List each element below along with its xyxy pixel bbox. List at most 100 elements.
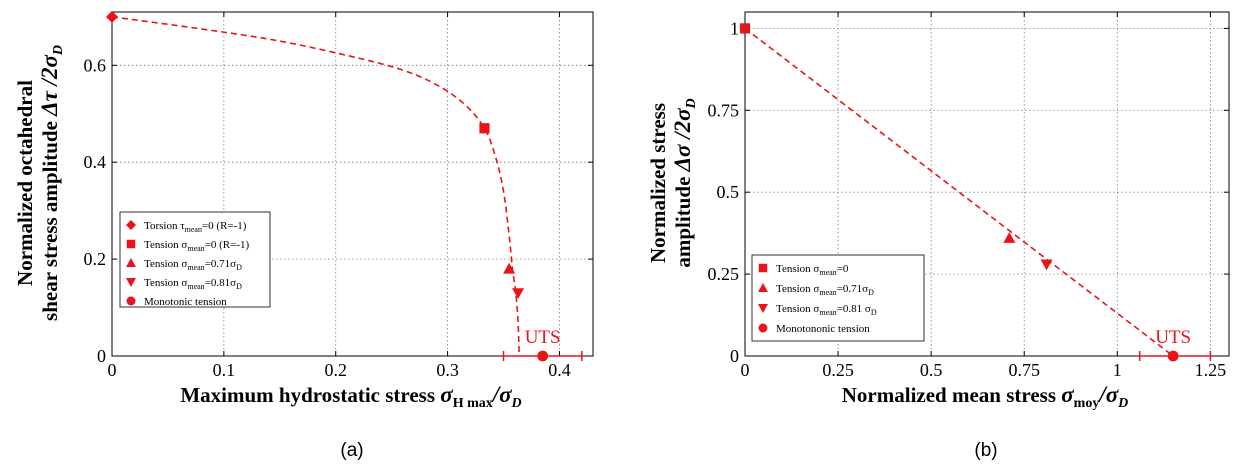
y-tick-label: 0.75 <box>708 100 740 120</box>
legend-box <box>119 211 271 308</box>
y-axis-label-line1: Normalized stress <box>646 103 670 263</box>
legend-entry-text: =0.71σ <box>837 283 868 295</box>
x-axis-label-sub: H max <box>453 396 493 411</box>
legend-entry: Tension σmean=0.81 σD <box>776 303 877 317</box>
legend-entry: Monotonic tension <box>144 296 227 308</box>
y-axis-label-text: amplitude <box>671 171 695 267</box>
legend-entry-sub: mean <box>819 288 836 297</box>
y-tick-label: 0.6 <box>84 55 107 75</box>
legend-entry-text: =0.71σ <box>205 258 236 270</box>
legend-entry: Tension σmean=0.81σD <box>144 277 242 291</box>
legend-box <box>751 254 925 342</box>
y-axis-label-line2: amplitude Δσ /2σD <box>670 98 699 267</box>
x-axis-label-symbol: σ <box>1061 382 1074 407</box>
x-tick-label: 0.3 <box>436 360 459 380</box>
legend-marker-circle <box>758 323 768 333</box>
x-tick-label: 0.4 <box>548 360 571 380</box>
x-tick-label: 0.5 <box>920 360 943 380</box>
data-point-circle <box>537 350 549 362</box>
y-axis-label-line2: shear stress amplitude Δτ /2σD <box>37 45 66 321</box>
legend-entry-text: Tension σ <box>776 283 819 295</box>
y-axis-label-symbol: Δσ /2σ <box>670 108 695 172</box>
legend-marker-square <box>126 239 136 249</box>
uts-label: UTS <box>525 327 561 348</box>
y-axis-label: Normalized octahedral shear stress amplit… <box>13 45 66 321</box>
legend-entry: Tension σmean=0.71σD <box>144 258 242 272</box>
legend-entry: Monotononic tension <box>776 323 870 335</box>
legend-marker-triangle-up <box>758 283 768 292</box>
y-axis-label-sub: D <box>684 98 699 109</box>
legend-entry-sub: D <box>868 288 874 297</box>
x-tick-label: 1 <box>1113 360 1122 380</box>
legend-entry-sub: D <box>236 282 242 291</box>
data-point-square <box>739 23 751 34</box>
data-point-triangle-down <box>1040 259 1053 271</box>
legend-entry-sub: mean <box>187 263 204 272</box>
legend-marker-triangle-down <box>126 278 136 287</box>
legend-marker-triangle-up <box>126 258 136 267</box>
plot-frame <box>111 11 594 357</box>
x-tick-label: 0.2 <box>324 360 347 380</box>
legend-entry-text: Monotononic tension <box>776 323 870 335</box>
y-axis-label-text: shear stress amplitude <box>38 116 62 321</box>
y-tick-label: 0.2 <box>84 249 107 269</box>
uts-label: UTS <box>1155 327 1191 348</box>
legend-marker-diamond <box>126 220 136 230</box>
x-axis-label-text: Normalized mean stress <box>842 383 1062 407</box>
legend-entry-text: =0.81σ <box>205 277 236 289</box>
x-axis-label: Maximum hydrostatic stress σH max/σD <box>180 382 521 411</box>
data-point-triangle-up <box>1003 232 1016 243</box>
panel-caption: (a) <box>340 440 363 461</box>
legend-entry-sub: mean <box>187 282 204 291</box>
data-point-triangle-up <box>503 262 516 274</box>
x-tick-label: 0 <box>741 360 750 380</box>
data-point-diamond <box>106 10 118 23</box>
legend-entry-text: =0 (R=-1) <box>202 220 247 232</box>
y-tick-label: 0 <box>97 346 106 366</box>
legend-entry-sub: D <box>871 308 877 317</box>
plot-frame <box>744 11 1230 357</box>
y-tick-label: 0.4 <box>84 152 107 172</box>
legend-entry-text: =0.81 σ <box>837 303 871 315</box>
legend-entry-text: Torsion τ <box>144 220 185 232</box>
x-tick-label: 1.25 <box>1195 360 1227 380</box>
data-point-circle <box>1167 350 1179 362</box>
legend-marker-square <box>758 263 768 273</box>
legend-entry-text: =0 <box>837 263 849 275</box>
legend-entry-text: Tension σ <box>776 303 819 315</box>
legend-entry-text: Monotonic tension <box>144 296 227 308</box>
legend-entry: Tension σmean=0.71σD <box>776 283 874 297</box>
legend-entry-text: =0 (R=-1) <box>205 239 250 251</box>
panel-caption: (b) <box>974 440 997 461</box>
x-tick-label: 0.1 <box>213 360 236 380</box>
y-tick-label: 0.5 <box>717 182 740 202</box>
x-axis-label-symbol: /σ <box>1097 382 1118 407</box>
legend-entry-text: Tension σ <box>144 277 187 289</box>
y-tick-label: 0 <box>730 346 739 366</box>
y-axis-label-symbol: Δτ /2σ <box>37 55 62 117</box>
y-axis-label-line1: Normalized octahedral <box>13 80 37 286</box>
legend-entry-text: Tension σ <box>776 263 819 275</box>
legend-marker-triangle-down <box>758 304 768 313</box>
legend-entry: Tension σmean=0 <box>776 263 849 277</box>
legend-entry-sub: mean <box>819 308 836 317</box>
legend-entry: Torsion τmean=0 (R=-1) <box>144 220 247 234</box>
x-axis-label-symbol: σ <box>440 382 453 407</box>
data-point-triangle-down <box>512 288 525 300</box>
x-axis-label-text: Maximum hydrostatic stress <box>180 383 440 407</box>
legend-entry-text: Tension σ <box>144 239 187 251</box>
legend-entry: Tension σmean=0 (R=-1) <box>144 239 250 253</box>
legend-entry-sub: mean <box>185 225 202 234</box>
x-tick-label: 0.75 <box>1008 360 1040 380</box>
chart-b: 0 0.25 0.5 0.75 1 1.25 0 0.25 0.5 0.75 1 UTS Tension… <box>646 11 1230 461</box>
legend: Torsion τmean=0 (R=-1)Tension σmean=0 (R… <box>119 211 271 308</box>
legend-entry-text: Tension σ <box>144 258 187 270</box>
x-axis-label-sub: D <box>511 396 522 411</box>
x-axis-label-sub: moy <box>1074 396 1100 411</box>
x-tick-label: 0.25 <box>822 360 854 380</box>
y-axis-label-sub: D <box>51 45 66 56</box>
legend-entry-sub: mean <box>819 268 836 277</box>
x-axis-label-symbol: /σ <box>491 382 512 407</box>
data-point-square <box>479 123 490 134</box>
